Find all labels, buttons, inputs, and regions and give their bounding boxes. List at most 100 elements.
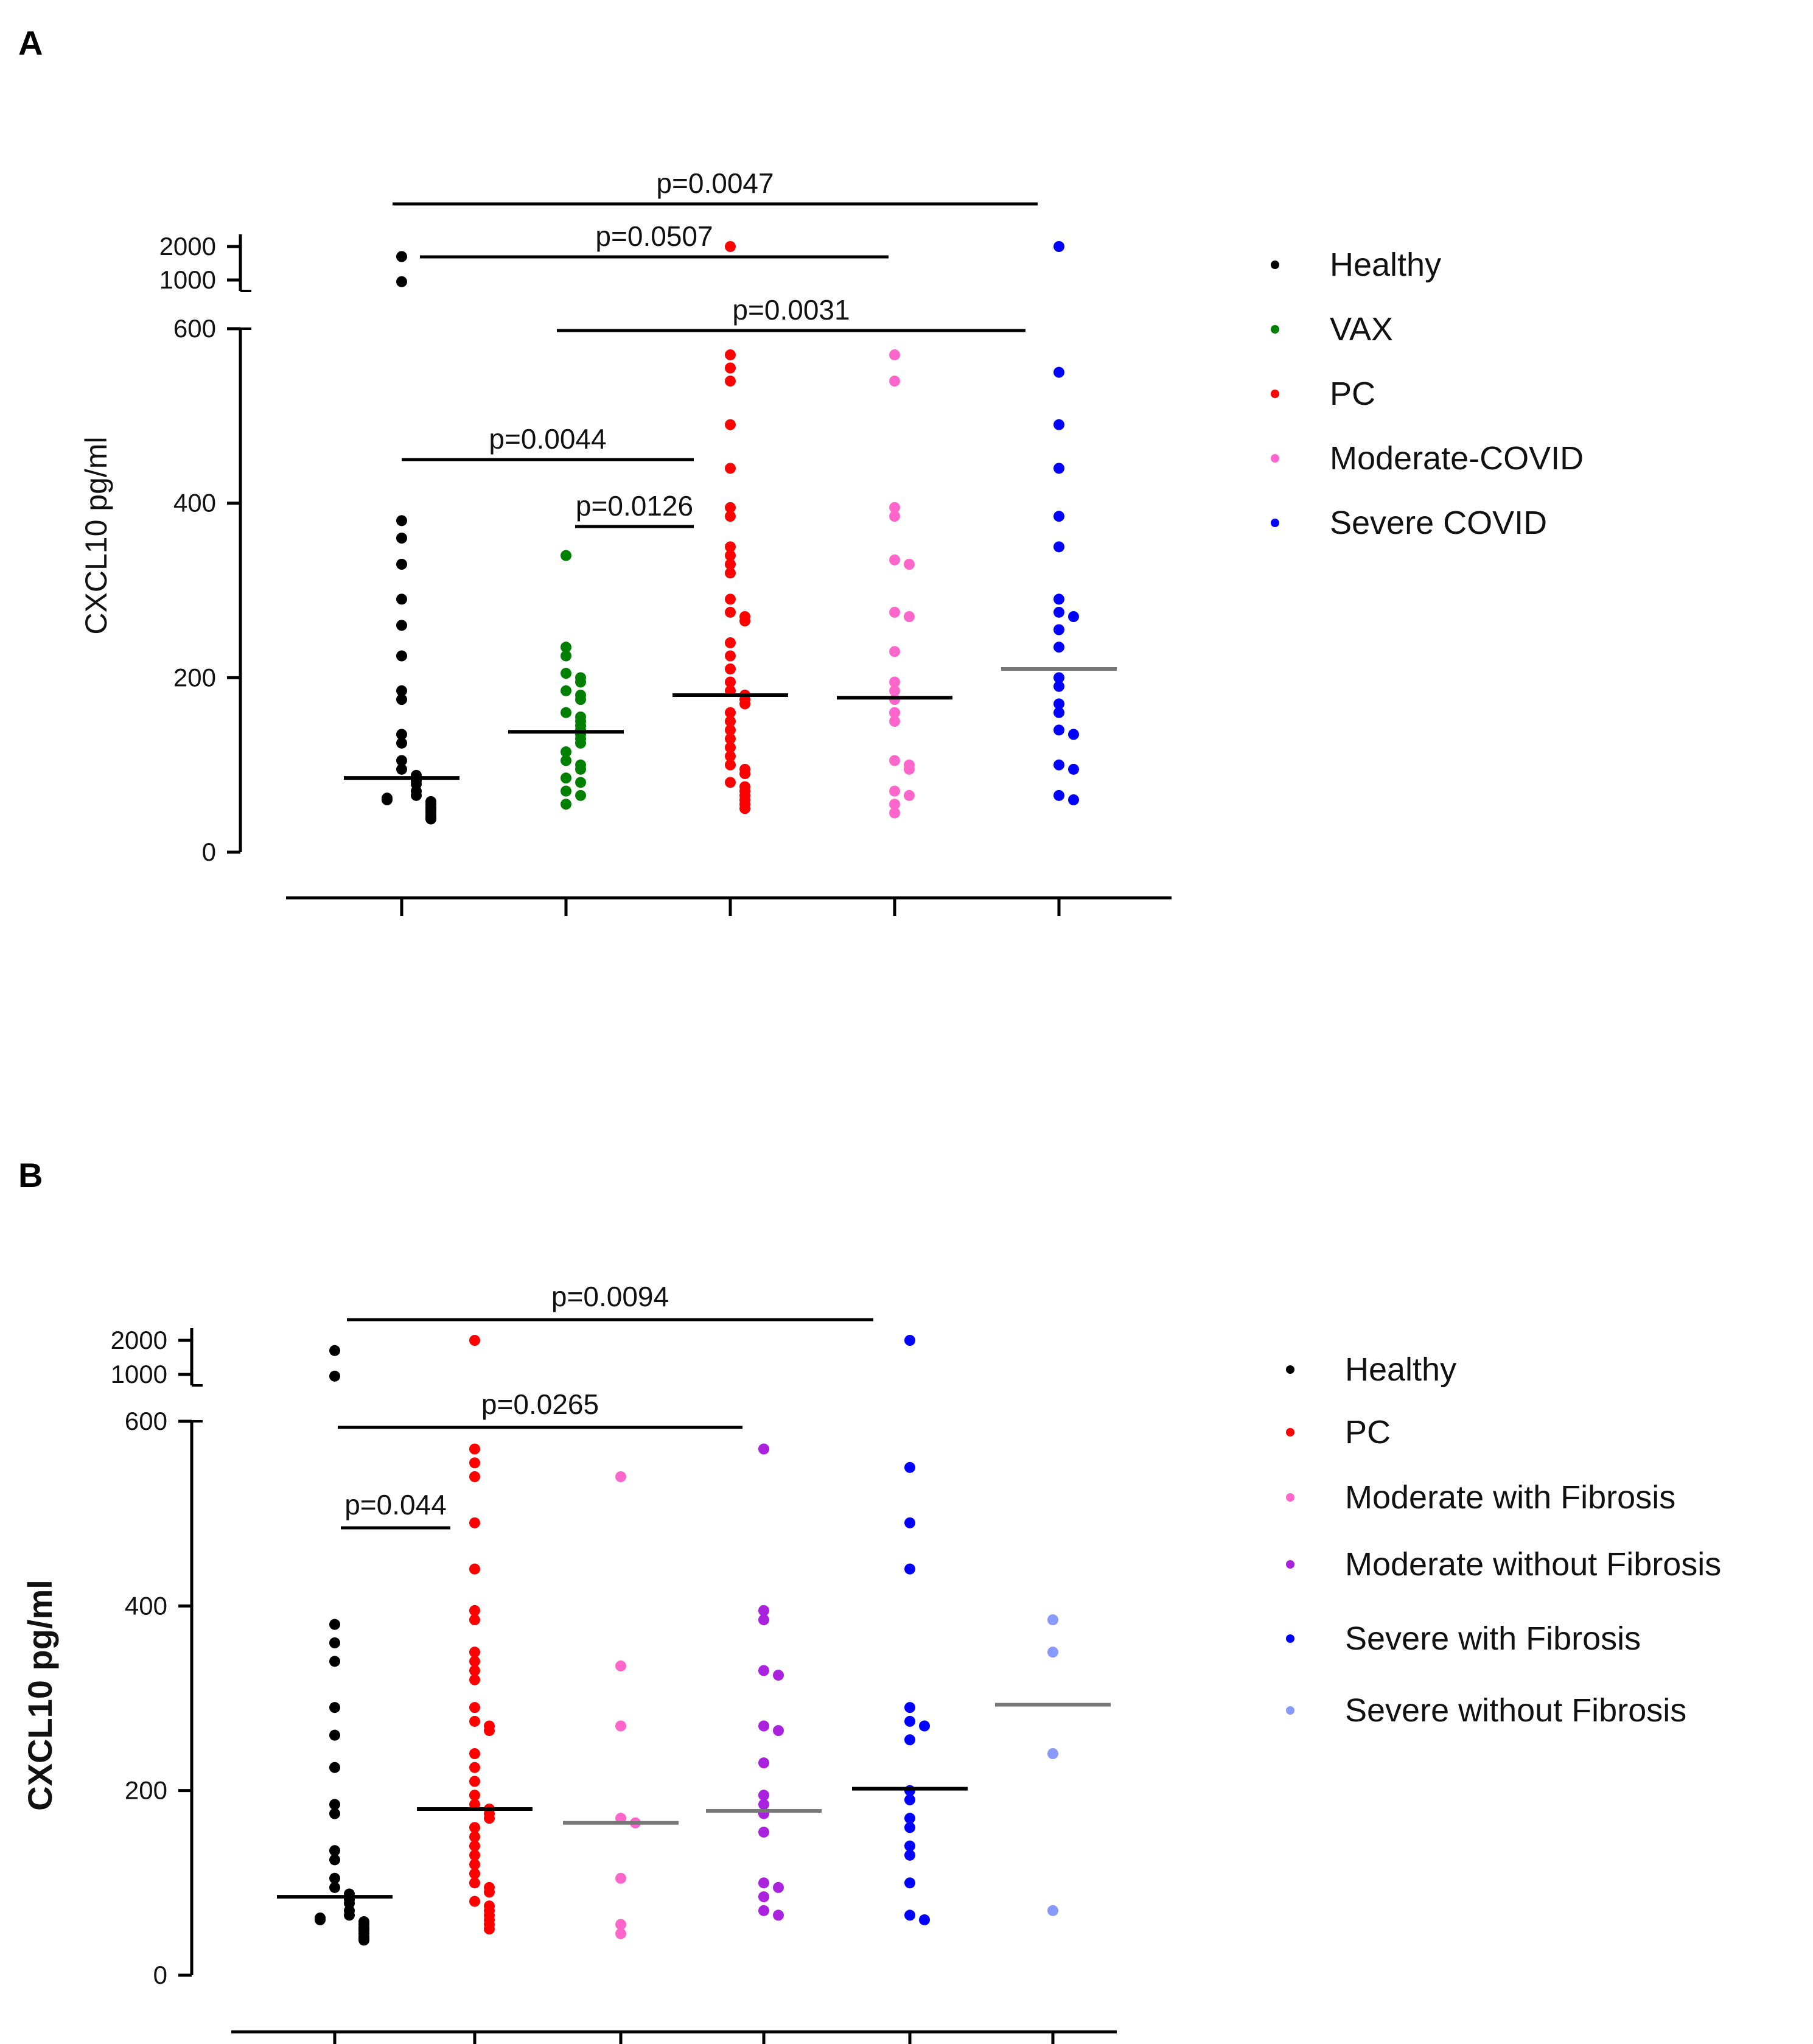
legend-marker <box>1271 261 1279 269</box>
data-point <box>1053 724 1064 736</box>
data-point <box>725 716 736 727</box>
data-point <box>396 593 407 605</box>
legend-entry: Moderate with Fibrosis <box>1345 1479 1675 1516</box>
data-point <box>889 349 900 360</box>
data-point <box>469 1647 480 1658</box>
data-point <box>1053 419 1064 430</box>
data-point <box>396 737 407 749</box>
data-point <box>469 1517 480 1528</box>
data-point <box>615 1872 626 1884</box>
data-point <box>469 1868 480 1880</box>
data-point <box>904 1877 915 1889</box>
data-point <box>1053 606 1064 618</box>
data-point <box>329 1808 340 1819</box>
data-point <box>725 663 736 674</box>
data-point <box>329 1872 340 1884</box>
data-point <box>725 463 736 474</box>
data-point <box>889 785 900 797</box>
data-point <box>904 1461 915 1473</box>
data-point <box>904 559 915 570</box>
data-point <box>469 1840 480 1852</box>
data-point <box>739 615 750 627</box>
data-point <box>561 650 571 662</box>
data-point <box>396 650 407 662</box>
panel-letter: B <box>18 1156 43 1194</box>
y-tick-label: 1000 <box>159 265 216 294</box>
data-point <box>1053 672 1064 684</box>
data-point <box>725 362 736 374</box>
data-point <box>904 1563 915 1575</box>
data-point <box>396 276 407 287</box>
data-point <box>725 593 736 605</box>
data-point <box>469 1849 480 1861</box>
series-moderate-without-fibrosis <box>706 1443 822 1921</box>
data-point <box>469 1665 480 1676</box>
data-point <box>561 799 571 810</box>
data-point <box>725 777 736 788</box>
legend-entry: Healthy <box>1330 247 1441 283</box>
legend-entry: PC <box>1330 376 1375 412</box>
data-point <box>469 1877 480 1889</box>
data-point <box>484 1813 495 1824</box>
data-point <box>329 1345 340 1356</box>
data-point <box>484 1923 495 1935</box>
data-point <box>889 376 900 387</box>
data-point <box>329 1845 340 1857</box>
data-point <box>329 1656 340 1667</box>
data-point <box>889 554 900 565</box>
y-tick-label: 400 <box>173 489 216 517</box>
data-point <box>889 676 900 688</box>
data-point <box>575 789 586 801</box>
data-point <box>615 1660 626 1671</box>
data-point <box>484 1886 495 1898</box>
p-value-label: p=0.0094 <box>551 1281 669 1312</box>
data-point <box>358 1934 369 1946</box>
legend-marker <box>1271 390 1279 398</box>
data-point <box>725 742 736 753</box>
data-point <box>773 1909 784 1921</box>
data-point <box>615 1919 626 1930</box>
data-point <box>561 642 571 653</box>
legend: Healthy PC Moderate with Fibrosis Moderate … <box>1286 1351 1721 1729</box>
data-point <box>1047 1748 1058 1759</box>
data-point <box>758 1790 769 1801</box>
data-point <box>889 606 900 618</box>
data-point <box>1053 541 1064 553</box>
data-point <box>725 550 736 561</box>
data-point <box>725 349 736 360</box>
legend-entry: VAX <box>1330 311 1393 348</box>
data-point <box>1053 511 1064 522</box>
data-point <box>561 550 571 561</box>
y-tick-label: 400 <box>125 1591 167 1620</box>
data-point <box>396 620 407 631</box>
data-point <box>904 1517 915 1528</box>
data-point <box>615 1720 626 1732</box>
data-point <box>344 1909 355 1921</box>
data-point <box>329 1370 340 1382</box>
data-point <box>469 1563 480 1575</box>
data-point <box>919 1914 930 1925</box>
data-point <box>725 419 736 430</box>
data-point <box>725 241 736 252</box>
data-point <box>396 515 407 527</box>
data-point <box>329 1619 340 1630</box>
series-healthy <box>277 1345 393 1946</box>
data-point <box>469 1895 480 1907</box>
data-point <box>575 737 586 749</box>
data-point <box>396 559 407 570</box>
data-point <box>396 685 407 696</box>
legend-marker <box>1286 1560 1294 1569</box>
data-point <box>904 1813 915 1824</box>
data-point <box>725 502 736 513</box>
data-point <box>889 716 900 727</box>
data-point <box>561 668 571 679</box>
data-point <box>575 676 586 688</box>
legend: Healthy VAX PC Moderate-COVID Severe COVID <box>1271 247 1584 541</box>
data-point <box>889 646 900 657</box>
legend-entry: Severe with Fibrosis <box>1345 1620 1641 1657</box>
data-point <box>889 755 900 766</box>
data-point <box>396 755 407 766</box>
y-axis-label: CXCL10 pg/ml <box>79 436 113 634</box>
p-value-label: p=0.0265 <box>481 1388 599 1420</box>
legend-marker <box>1286 1706 1294 1715</box>
